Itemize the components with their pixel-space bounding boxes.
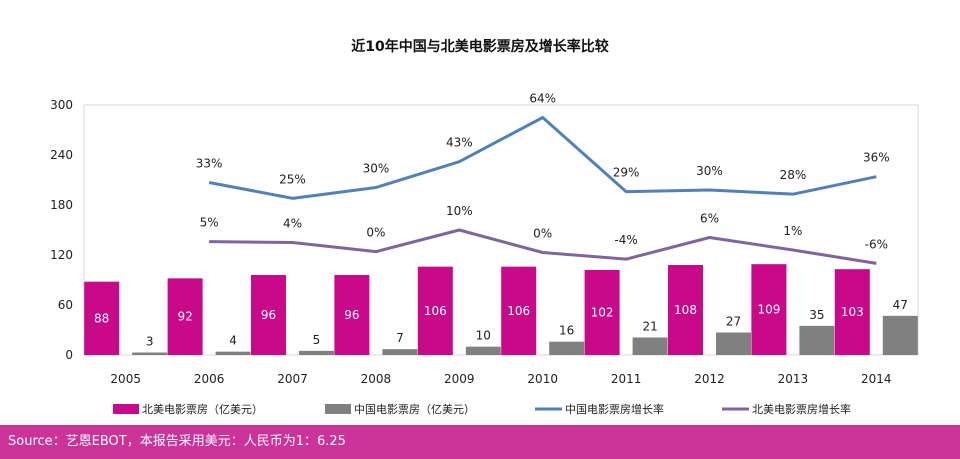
bar-china: [215, 351, 251, 355]
bar-label-north-america: 96: [344, 308, 359, 322]
bar-label-north-america: 92: [177, 310, 192, 324]
bar-north-america: [834, 269, 870, 355]
growth-label-north-america: 1%: [783, 224, 802, 238]
growth-label-china: 33%: [196, 157, 223, 171]
legend-label-china-growth: 中国电影票房增长率: [565, 402, 664, 416]
bar-china: [132, 352, 168, 355]
chart: 近10年中国与北美电影票房及增长率比较 0 60 120 180 240 300 2005…: [50, 38, 919, 416]
growth-label-north-america: -6%: [865, 237, 888, 251]
bar-label-china: 5: [313, 333, 321, 347]
legend-label-north-america-growth: 北美电影票房增长率: [752, 402, 851, 416]
legend-swatch-north-america-box-office: [113, 404, 139, 414]
bar-label-north-america: 102: [591, 306, 614, 320]
growth-label-china: 36%: [863, 151, 890, 165]
growth-label-north-america: 6%: [700, 212, 719, 226]
growth-label-north-america: 5%: [200, 216, 219, 230]
bar-china: [632, 337, 668, 355]
bar-china: [882, 315, 918, 355]
bar-north-america: [668, 265, 703, 355]
bar-label-china: 16: [559, 324, 574, 338]
bar-label-north-america: 88: [94, 311, 109, 325]
y-axis: 0 60 120 180 240 300: [50, 98, 73, 362]
bar-china: [382, 349, 418, 355]
y-tick-label: 0: [65, 348, 73, 362]
bar-label-china: 35: [809, 308, 824, 322]
growth-label-china: 64%: [529, 92, 556, 106]
line-china-growth: [208, 116, 877, 200]
x-axis: 2005 2006 2007 2008 2009 2010 2011 2012 2013 2014: [110, 372, 891, 386]
growth-label-north-america: 0%: [533, 227, 552, 241]
growth-label-north-america: 4%: [283, 217, 302, 231]
bar-label-china: 10: [476, 329, 491, 343]
y-tick-label: 60: [58, 298, 73, 312]
x-tick-label: 2014: [861, 372, 892, 386]
bar-china: [465, 346, 501, 355]
bar-label-china: 4: [229, 334, 237, 348]
legend-swatch-china-box-office: [325, 404, 351, 414]
bar-label-north-america: 96: [261, 308, 276, 322]
source-text: Source：艺恩EBOT，本报告采用美元：人民币为1：6.25: [8, 434, 346, 449]
x-tick-label: 2012: [694, 372, 725, 386]
growth-label-north-america: 0%: [366, 226, 385, 240]
bar-label-china: 3: [146, 335, 154, 349]
y-tick-label: 240: [50, 148, 73, 162]
growth-label-china: 28%: [780, 168, 807, 182]
growth-label-china: 30%: [363, 162, 390, 176]
line-north-america-growth: [209, 228, 877, 265]
bar-label-north-america: 106: [424, 304, 447, 318]
growth-label-china: 43%: [446, 136, 473, 150]
y-tick-label: 300: [50, 98, 73, 112]
growth-label-north-america: 10%: [446, 204, 473, 218]
x-tick-label: 2009: [444, 372, 475, 386]
bar-north-america: [167, 278, 203, 355]
x-tick-label: 2008: [361, 372, 392, 386]
growth-label-china: 29%: [613, 166, 640, 180]
x-tick-label: 2013: [778, 372, 809, 386]
x-tick-label: 2007: [277, 372, 308, 386]
y-tick-label: 180: [50, 198, 73, 212]
legend-label-china-box-office: 中国电影票房（亿美元）: [354, 403, 475, 416]
bar-north-america: [251, 275, 286, 355]
source-footer: Source：艺恩EBOT，本报告采用美元：人民币为1：6.25: [0, 425, 960, 459]
bar-label-north-america: 109: [757, 303, 780, 317]
bar-china: [799, 325, 835, 355]
growth-label-china: 30%: [696, 164, 723, 178]
bar-north-america: [751, 264, 787, 355]
bar-label-china: 27: [726, 315, 741, 329]
x-tick-label: 2011: [611, 372, 642, 386]
x-tick-label: 2006: [194, 372, 225, 386]
bar-north-america: [334, 275, 370, 355]
bar-china: [299, 350, 334, 355]
plot-border: [83, 104, 919, 356]
bar-north-america: [417, 266, 453, 355]
bar-label-china: 47: [893, 298, 908, 312]
bar-label-north-america: 108: [674, 303, 697, 317]
y-tick-label: 120: [50, 248, 73, 262]
chart-title: 近10年中国与北美电影票房及增长率比较: [351, 38, 608, 55]
bar-north-america: [84, 281, 120, 355]
bar-label-china: 21: [642, 320, 657, 334]
bar-label-north-america: 106: [507, 304, 530, 318]
bar-china: [549, 341, 585, 355]
growth-label-china: 25%: [279, 172, 306, 186]
bar-label-north-america: 103: [841, 305, 864, 319]
bar-label-china: 7: [396, 331, 404, 345]
x-tick-label: 2010: [527, 372, 558, 386]
legend-label-north-america-box-office: 北美电影票房（亿美元）: [142, 403, 263, 416]
line-series: 33% 25% 30% 43% 64% 29% 30% 28% 36% 5% 4% 0% 10% 0% -4…: [196, 92, 890, 265]
x-tick-label: 2005: [110, 372, 141, 386]
bar-series: 88 92 96 96 106 106 102 108 109 103 3 4 5 7 10 16 21 27 35…: [84, 264, 918, 355]
growth-label-north-america: -4%: [614, 233, 637, 247]
bar-north-america: [584, 270, 620, 355]
plot-area-frame: [83, 104, 919, 356]
bar-north-america: [501, 266, 537, 355]
bar-china: [716, 332, 751, 355]
legend: 北美电影票房（亿美元） 中国电影票房（亿美元） 中国电影票房增长率 北美电影票房增长率: [113, 402, 851, 416]
